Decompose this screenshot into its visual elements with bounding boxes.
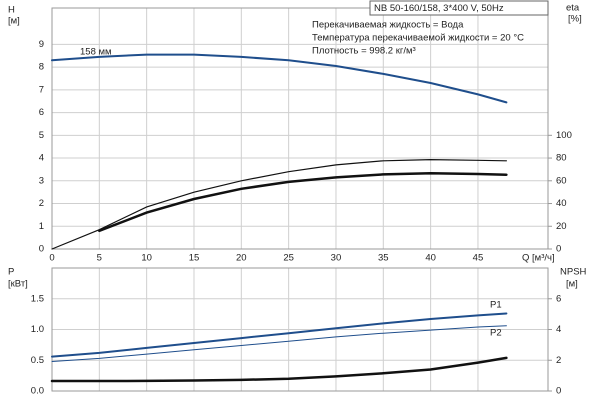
x-tick-label: 35 — [378, 253, 389, 264]
annotation: Перекачиваемая жидкость = Вода — [312, 20, 464, 31]
y-tick-label: 1.5 — [31, 293, 44, 304]
x-tick-label: 25 — [283, 253, 294, 264]
curve-label: P2 — [490, 328, 502, 339]
plot-frame — [51, 7, 549, 250]
y-tick-label: 4 — [39, 153, 44, 164]
y2-tick-label: 60 — [556, 175, 567, 186]
y-tick-label: 1.0 — [31, 324, 44, 335]
y-tick-label: 7 — [39, 84, 44, 95]
x-tick-label: 5 — [97, 253, 102, 264]
y2-tick-label: 0 — [556, 386, 561, 397]
y2label: NPSH — [560, 267, 587, 278]
x-tick-label: 15 — [189, 253, 200, 264]
title-box — [369, 0, 549, 16]
plot-frame — [51, 267, 549, 392]
y2-tick-label: 80 — [556, 153, 567, 164]
y2label: eta — [566, 3, 580, 14]
y2-tick-label: 2 — [556, 355, 561, 366]
yunit: [кВт] — [8, 279, 28, 290]
y-tick-label: 0.5 — [31, 355, 44, 366]
y2-tick-label: 20 — [556, 221, 567, 232]
y2-tick-label: 6 — [556, 293, 561, 304]
y-tick-label: 0 — [39, 244, 44, 255]
x-tick-label: 30 — [331, 253, 342, 264]
y-tick-label: 9 — [39, 39, 44, 50]
curve — [51, 312, 508, 358]
curve — [98, 172, 508, 233]
y2unit: [м] — [566, 279, 578, 290]
y-tick-label: 2 — [39, 198, 44, 209]
annotation: Температура перекачиваемой жидкости = 20… — [312, 33, 524, 44]
y-tick-label: 1 — [39, 221, 44, 232]
xlabel: Q [м³/ч] — [522, 253, 555, 264]
y-tick-label: 5 — [39, 130, 44, 141]
y2-tick-label: 100 — [556, 130, 572, 141]
y2-tick-label: 4 — [556, 324, 561, 335]
y-tick-label: 8 — [39, 62, 44, 73]
curve-label: P1 — [490, 300, 502, 311]
y-tick-label: 6 — [39, 107, 44, 118]
y2unit: [%] — [568, 14, 582, 25]
chart-title: NB 50-160/158, 3*400 V, 50Hz — [374, 3, 504, 14]
x-tick-label: 40 — [425, 253, 436, 264]
y-tick-label: 0.0 — [31, 386, 44, 397]
y-tick-label: 3 — [39, 175, 44, 186]
yunit: [м] — [8, 16, 20, 27]
ylabel: H — [8, 5, 15, 16]
curve — [51, 53, 508, 104]
curve — [51, 158, 507, 250]
curve — [51, 325, 507, 362]
x-tick-label: 20 — [236, 253, 247, 264]
curve-label: 158 мм — [80, 47, 112, 58]
x-tick-label: 0 — [49, 253, 54, 264]
y2-tick-label: 0 — [556, 244, 561, 255]
x-tick-label: 45 — [473, 253, 484, 264]
annotation: Плотность = 998.2 кг/м³ — [312, 46, 416, 57]
x-tick-label: 10 — [141, 253, 152, 264]
ylabel: P — [8, 267, 14, 278]
y2-tick-label: 40 — [556, 198, 567, 209]
curve — [50, 356, 508, 383]
